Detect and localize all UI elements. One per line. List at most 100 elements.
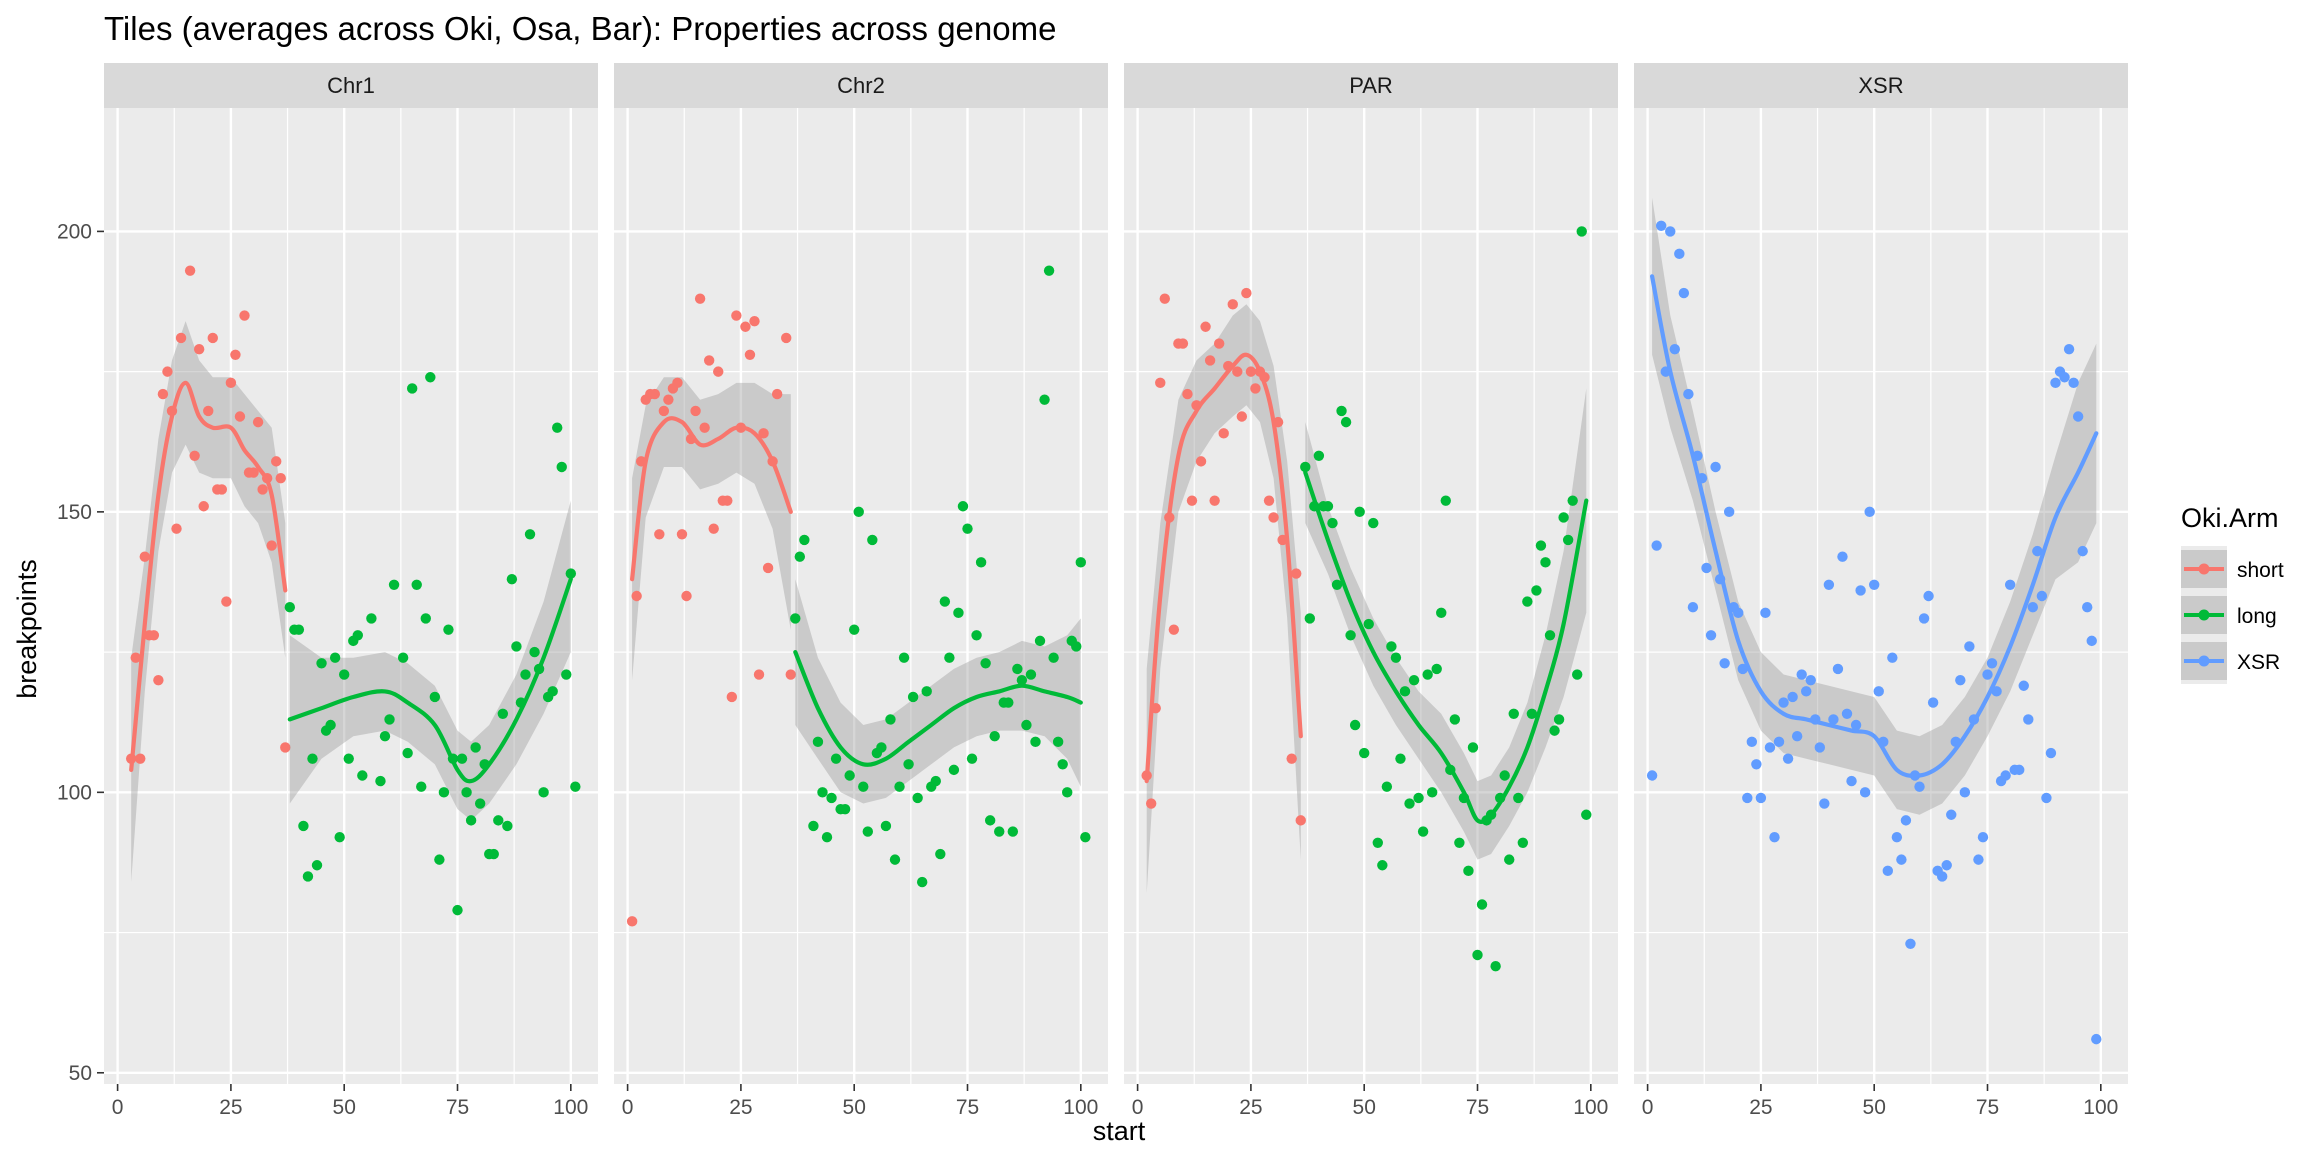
data-point (749, 315, 760, 327)
data-point (1241, 287, 1252, 299)
data-point (1855, 585, 1866, 596)
x-tick-label: 50 (1863, 1096, 1886, 1119)
data-point (502, 820, 513, 832)
data-point (1490, 961, 1501, 972)
data-point (853, 506, 864, 518)
data-point (1168, 624, 1180, 635)
data-point (130, 652, 141, 663)
data-point (971, 630, 982, 641)
data-point (329, 652, 341, 663)
data-point (758, 428, 769, 439)
data-point (352, 630, 363, 641)
data-point (1440, 495, 1451, 506)
data-point (1701, 562, 1712, 574)
confidence-ribbon (1305, 388, 1587, 860)
data-point (2063, 343, 2075, 355)
data-point (175, 332, 187, 344)
data-point (570, 781, 581, 792)
data-point (885, 714, 896, 725)
data-point (1959, 787, 1971, 798)
panel-background (104, 108, 598, 1084)
data-point (994, 826, 1005, 837)
data-point (1313, 450, 1325, 461)
series-short (125, 265, 291, 883)
data-point (799, 534, 810, 546)
data-point (234, 411, 246, 422)
smooth-line (630, 416, 793, 582)
data-point (2000, 770, 2011, 781)
data-point (785, 669, 796, 680)
data-point (898, 652, 910, 663)
data-point (1927, 697, 1939, 708)
data-point (1204, 355, 1216, 366)
data-point (790, 613, 801, 624)
smooth-line (287, 577, 573, 784)
data-point (1678, 287, 1690, 299)
data-point (135, 753, 146, 764)
data-point (817, 787, 828, 798)
data-point (672, 377, 683, 389)
x-tick-label: 100 (2083, 1096, 2118, 1119)
data-point (1467, 742, 1479, 753)
data-point (2014, 764, 2025, 776)
data-point (989, 731, 1000, 742)
data-point (808, 820, 819, 832)
data-point (880, 820, 892, 832)
data-point (1016, 674, 1028, 686)
data-point (1386, 641, 1397, 652)
panel-data (626, 265, 1091, 927)
data-point (411, 579, 422, 590)
data-point (488, 848, 499, 860)
data-point (935, 848, 946, 860)
smooth-line (793, 650, 1083, 767)
facet-strip (614, 63, 1108, 108)
data-point (239, 310, 250, 321)
data-point (681, 590, 692, 602)
data-point (1544, 630, 1556, 641)
data-point (694, 293, 706, 304)
data-point (1517, 837, 1529, 849)
data-point (1796, 669, 1807, 680)
data-point (1052, 736, 1064, 748)
data-point (366, 613, 377, 624)
data-point (984, 815, 996, 826)
data-point (556, 461, 567, 473)
data-point (1030, 736, 1041, 748)
data-point (781, 332, 792, 344)
facet-strip (104, 63, 598, 108)
data-point (497, 708, 509, 719)
data-point (511, 641, 522, 652)
data-point (753, 669, 765, 680)
data-point (334, 831, 345, 843)
data-point (631, 590, 642, 602)
data-point (1513, 792, 1524, 804)
data-point (699, 422, 710, 433)
data-point (1399, 686, 1411, 697)
data-point (1683, 388, 1694, 400)
data-point (397, 652, 409, 663)
data-point (1553, 714, 1565, 725)
data-point (649, 388, 660, 400)
data-point (1186, 495, 1198, 506)
data-point (1651, 540, 1662, 551)
data-point (162, 366, 173, 377)
data-point (2086, 635, 2097, 647)
data-point (2023, 714, 2034, 725)
data-point (561, 669, 572, 680)
data-point (1723, 506, 1735, 518)
data-point (1472, 949, 1483, 961)
legend-item-long: long (2181, 592, 2277, 638)
x-tick-label: 75 (1976, 1096, 1999, 1119)
x-axis-title: start (1093, 1116, 1146, 1146)
data-point (1012, 663, 1023, 675)
data-point (1368, 517, 1379, 529)
data-point (980, 658, 991, 669)
x-tick-label: 0 (1132, 1096, 1144, 1119)
data-point (1177, 338, 1189, 349)
data-point (1540, 557, 1551, 568)
facet-strip-label: Chr2 (837, 73, 885, 98)
data-point (2045, 747, 2057, 759)
series-long (284, 372, 581, 916)
series-long (1300, 226, 1592, 972)
